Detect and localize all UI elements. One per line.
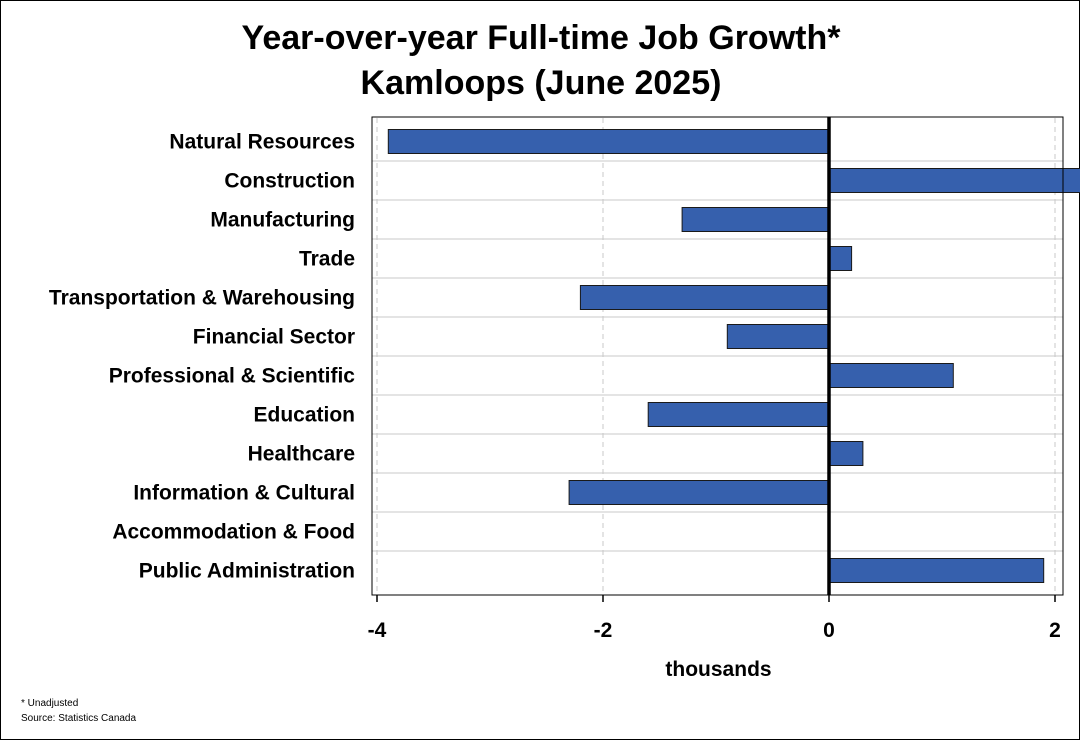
bar-3 xyxy=(828,246,853,271)
bar-8 xyxy=(828,441,864,466)
x-tick-label-1: -2 xyxy=(594,619,613,642)
category-label-1: Construction xyxy=(224,170,355,193)
category-label-6: Professional & Scientific xyxy=(109,365,356,388)
category-label-4: Transportation & Warehousing xyxy=(49,287,355,310)
grid-layer xyxy=(372,118,1063,594)
category-label-2: Manufacturing xyxy=(210,209,355,232)
category-label-11: Public Administration xyxy=(139,560,355,583)
bar-5 xyxy=(726,324,830,349)
x-tick-label-3: 2 xyxy=(1049,619,1061,642)
category-label-10: Accommodation & Food xyxy=(112,521,355,544)
bar-1 xyxy=(828,168,1080,193)
bar-2 xyxy=(681,207,830,232)
category-label-7: Education xyxy=(253,404,355,427)
x-tick-label-0: -4 xyxy=(368,619,387,642)
plot-border xyxy=(371,116,1064,596)
category-label-5: Financial Sector xyxy=(193,326,355,349)
chart-subtitle: Kamloops (June 2025) xyxy=(360,64,722,102)
x-axis-title: thousands xyxy=(665,658,771,681)
axis-layer xyxy=(371,116,1064,602)
footnote-unadjusted: * Unadjusted xyxy=(21,698,79,709)
category-label-0: Natural Resources xyxy=(169,131,355,154)
chart-title: Year-over-year Full-time Job Growth* xyxy=(241,19,841,57)
x-tick-label-2: 0 xyxy=(823,619,835,642)
category-label-8: Healthcare xyxy=(248,443,355,466)
bar-7 xyxy=(647,402,830,427)
label-layer: Natural Resources Construction Manufacturi… xyxy=(49,131,1061,643)
footnote-source: Source: Statistics Canada xyxy=(21,713,137,724)
category-label-9: Information & Cultural xyxy=(133,482,355,505)
bar-0 xyxy=(387,129,830,154)
bar-11 xyxy=(828,558,1045,583)
bar-9 xyxy=(568,480,830,505)
bar-layer xyxy=(387,129,1080,583)
category-label-3: Trade xyxy=(299,248,355,271)
bar-6 xyxy=(828,363,954,388)
bar-4 xyxy=(579,285,830,310)
